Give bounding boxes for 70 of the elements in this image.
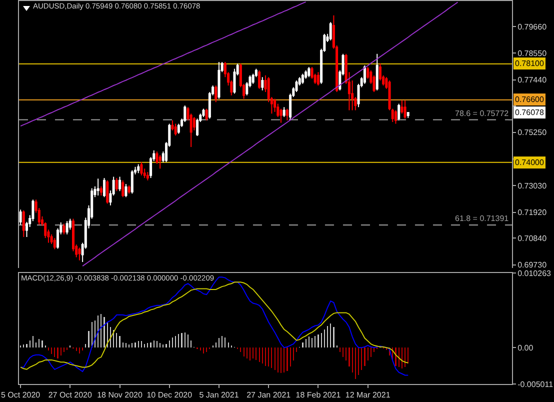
y-tick-label: 0.77440 — [518, 76, 548, 85]
x-tick-label: 10 Dec 2020 — [146, 390, 193, 400]
x-tick-label: 5 Jan 2021 — [199, 390, 240, 400]
candlestick — [62, 223, 66, 235]
x-tick-label: 27 Oct 2020 — [48, 390, 92, 400]
candlestick — [124, 183, 128, 198]
candlestick — [316, 72, 320, 86]
y-tick-label: 0.69730 — [518, 260, 548, 270]
candlestick — [261, 76, 264, 91]
candlestick — [115, 177, 118, 192]
candlestick — [394, 110, 397, 124]
ref-line-label: 61.8 = 0.71391 — [455, 214, 510, 223]
candlestick — [205, 108, 208, 121]
candlestick — [118, 176, 122, 192]
candlestick — [301, 73, 304, 84]
candlestick — [218, 61, 220, 100]
y-tick-label: 0.010263 — [518, 268, 552, 278]
y-tick-label: 0.75250 — [518, 128, 548, 138]
candlestick — [363, 64, 366, 84]
candlestick — [280, 108, 282, 124]
ref-line-label: 0.76600 — [515, 95, 544, 104]
candlestick — [308, 66, 310, 78]
candlestick — [137, 164, 140, 174]
line-series — [20, 1, 306, 127]
candlestick — [130, 170, 134, 194]
y-tick-label: 0.71920 — [518, 208, 548, 218]
ref-line-label: 78.6 = 0.75772 — [455, 109, 510, 118]
candlestick — [22, 210, 25, 238]
candlestick — [286, 108, 288, 121]
candlestick — [103, 177, 106, 198]
y-tick-label: 0.73030 — [518, 181, 548, 190]
ref-line-label: 0.78100 — [515, 59, 544, 68]
candlestick — [158, 154, 162, 170]
candlestick — [106, 180, 109, 204]
candlestick — [128, 184, 130, 194]
y-tick-label: 0.00 — [518, 343, 534, 352]
candlestick — [66, 220, 68, 235]
candlestick — [214, 85, 218, 103]
y-tick-label: 0.70840 — [518, 234, 548, 244]
candlestick — [19, 209, 22, 226]
y-tick-label: 0.79660 — [518, 22, 548, 32]
candlestick — [282, 106, 286, 118]
ref-line-label: 0.74000 — [515, 158, 544, 167]
x-tick-label: 27 Jan 2021 — [246, 390, 292, 400]
candlestick — [406, 112, 410, 118]
candlestick — [156, 151, 158, 164]
candlestick — [53, 237, 56, 250]
annotation: 0.76078 — [515, 108, 544, 117]
candlestick — [140, 162, 143, 176]
candlestick — [96, 178, 100, 196]
candlestick — [68, 218, 72, 230]
x-tick-label: 12 Mar 2021 — [345, 390, 391, 400]
y-tick-label: 0.78550 — [518, 48, 548, 58]
candlestick — [376, 53, 378, 91]
candlestick — [258, 70, 261, 90]
y-tick-label: -0.005011 — [518, 380, 554, 389]
x-tick-label: 18 Nov 2020 — [97, 390, 143, 400]
candlestick — [372, 74, 376, 92]
candlestick — [78, 247, 81, 261]
candlestick — [404, 100, 406, 120]
candlestick — [174, 123, 177, 136]
candlestick — [146, 171, 149, 181]
candlestick — [184, 104, 186, 123]
candlestick — [100, 186, 102, 196]
candlestick — [398, 103, 400, 121]
candlestick — [329, 22, 332, 41]
x-tick-label: 5 Oct 2020 — [0, 390, 41, 400]
candlestick — [122, 180, 124, 198]
candlestick — [400, 100, 404, 114]
x-tick-label: 18 Feb 2021 — [296, 390, 342, 400]
